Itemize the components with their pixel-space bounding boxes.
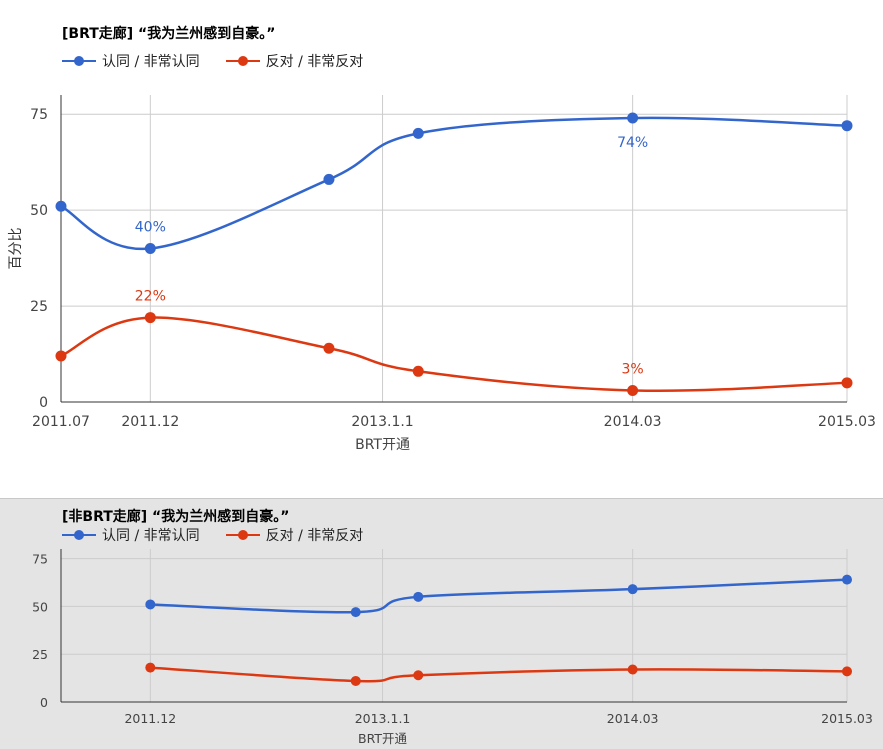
y-tick-label: 25 <box>32 647 48 662</box>
line-chart-non-brt: 0 25 50 75 2011.12 2013.1.1 2014.03 2015.03 BRT开… <box>32 549 873 746</box>
legend-swatch-agree <box>62 528 96 542</box>
y-tick-label: 50 <box>32 599 48 614</box>
series-line-oppose <box>60 316 848 393</box>
x-tick-label: 2011.12 <box>121 414 179 430</box>
data-label: 74% <box>617 135 648 151</box>
legend-item-agree[interactable]: 认同 / 非常认同 <box>62 525 200 545</box>
x-tick-label: 2015.03 <box>821 711 873 726</box>
legend-label: 认同 / 非常认同 <box>102 528 200 544</box>
data-point <box>323 342 335 354</box>
legend-item-oppose[interactable]: 反对 / 非常反对 <box>225 51 364 71</box>
data-point <box>350 675 361 686</box>
y-tick-label: 75 <box>32 552 48 567</box>
data-point <box>627 112 639 124</box>
data-point <box>627 664 638 675</box>
legend-swatch-oppose <box>225 54 260 68</box>
data-point <box>413 670 424 681</box>
chart-title: [BRT走廊] “我为兰州感到自豪。” <box>62 26 276 42</box>
data-point <box>413 591 424 602</box>
data-point <box>145 662 156 673</box>
data-point <box>350 607 361 618</box>
x-tick-label: 2013.1.1 <box>351 414 413 430</box>
chart-panel-non-brt: [非BRT走廊] “我为兰州感到自豪。” 认同 / 非常认同 反对 / 非常反对… <box>0 498 883 749</box>
y-tick-label: 75 <box>30 107 48 123</box>
legend-swatch-oppose <box>225 528 260 542</box>
x-axis-title: BRT开通 <box>358 731 407 746</box>
legend-item-agree[interactable]: 认同 / 非常认同 <box>62 51 200 71</box>
data-point <box>145 599 156 610</box>
x-tick-label: 2011.12 <box>124 711 176 726</box>
series-line-oppose <box>150 666 848 683</box>
data-point <box>55 350 67 362</box>
legend-item-oppose[interactable]: 反对 / 非常反对 <box>225 525 364 545</box>
data-label: 3% <box>622 361 644 377</box>
legend-label: 认同 / 非常认同 <box>102 54 200 70</box>
line-chart-brt: 0 25 50 75 2011.07 2011.12 2013.1.1 2014.03 2015… <box>8 95 876 453</box>
chart-title: [非BRT走廊] “我为兰州感到自豪。” <box>62 509 290 525</box>
data-point <box>412 365 424 377</box>
chart-legend: 认同 / 非常认同 反对 / 非常反对 <box>62 51 389 71</box>
data-point <box>412 127 424 139</box>
data-point <box>55 200 67 212</box>
x-tick-label: 2011.07 <box>32 414 90 430</box>
data-point <box>842 666 852 677</box>
data-point <box>627 584 638 595</box>
series-line-agree <box>150 578 848 614</box>
x-tick-label: 2014.03 <box>607 711 659 726</box>
data-label: 40% <box>135 220 166 236</box>
chart-panel-brt: [BRT走廊] “我为兰州感到自豪。” 认同 / 非常认同 反对 / 非常反对 … <box>8 26 876 453</box>
x-axis-title: BRT开通 <box>355 437 410 453</box>
y-axis-title: 百分比 <box>8 228 24 270</box>
data-point <box>144 243 156 254</box>
data-point <box>627 384 639 396</box>
data-point <box>144 312 156 324</box>
y-tick-label: 0 <box>39 395 48 411</box>
legend-label: 反对 / 非常反对 <box>265 528 364 544</box>
y-tick-label: 50 <box>30 203 48 219</box>
legend-swatch-agree <box>62 54 96 68</box>
data-point <box>841 120 853 132</box>
y-tick-label: 0 <box>40 695 48 710</box>
data-point <box>841 377 853 389</box>
x-tick-label: 2013.1.1 <box>355 711 411 726</box>
x-tick-label: 2015.03 <box>818 414 876 430</box>
data-label: 22% <box>135 289 166 305</box>
series-line-agree <box>60 116 848 251</box>
data-point <box>842 574 852 585</box>
data-point <box>323 173 335 185</box>
y-tick-label: 25 <box>30 299 48 315</box>
chart-legend: 认同 / 非常认同 反对 / 非常反对 <box>62 525 389 545</box>
x-tick-label: 2014.03 <box>604 414 662 430</box>
legend-label: 反对 / 非常反对 <box>265 54 364 70</box>
